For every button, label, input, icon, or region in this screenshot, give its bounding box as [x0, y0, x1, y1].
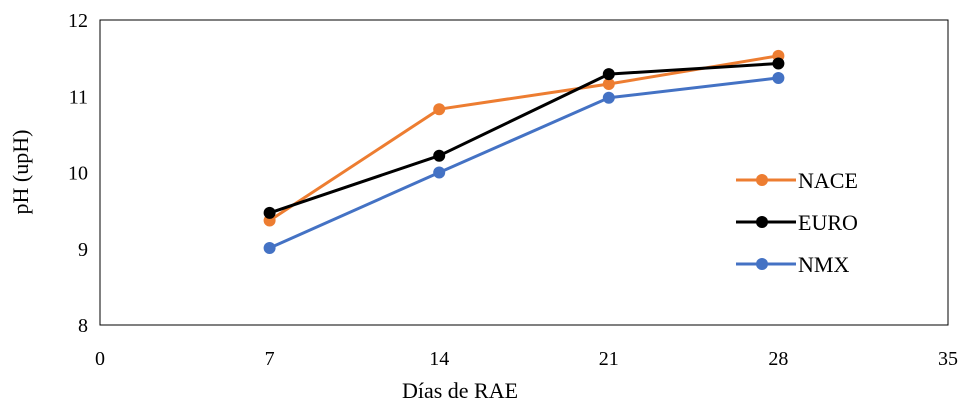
series-line-nmx — [268, 76, 779, 250]
series-line-euro — [269, 62, 779, 215]
legend-item-euro: EURO — [736, 210, 858, 235]
data-point-nace — [602, 78, 615, 91]
y-tick-label: 10 — [68, 163, 88, 185]
y-axis-ticks: 8 9 10 11 12 — [68, 10, 88, 337]
x-tick-label: 35 — [938, 348, 958, 370]
x-tick-label: 14 — [429, 348, 449, 370]
data-point-nace — [433, 103, 446, 116]
y-tick-label: 12 — [68, 10, 88, 32]
series-nace — [263, 49, 785, 227]
y-axis-title: pH (upH) — [8, 130, 33, 215]
data-point-nmx — [263, 241, 276, 254]
legend-swatch-marker — [756, 216, 768, 228]
plot-area-frame — [99, 19, 949, 326]
data-point-euro — [602, 68, 615, 81]
series-nmx — [263, 71, 785, 254]
data-point-nmx — [602, 91, 615, 104]
series-layer — [263, 49, 785, 254]
y-tick-label: 8 — [78, 315, 88, 337]
legend-item-nmx: NMX — [736, 252, 849, 277]
data-point-euro — [433, 149, 446, 162]
y-tick-label: 11 — [69, 86, 88, 108]
x-tick-label: 21 — [599, 348, 619, 370]
legend-label: NMX — [798, 252, 849, 277]
data-point-nmx — [772, 71, 785, 84]
x-axis-title: Días de RAE — [402, 378, 518, 403]
x-tick-label: 28 — [768, 348, 788, 370]
x-tick-label: 0 — [95, 348, 105, 370]
series-line-nace — [268, 54, 779, 222]
data-point-euro — [772, 57, 785, 70]
y-tick-label: 9 — [78, 239, 88, 261]
legend-label: EURO — [798, 210, 858, 235]
series-euro — [263, 57, 785, 219]
legend: NACE EURO NMX — [736, 168, 858, 277]
legend-label: NACE — [798, 168, 858, 193]
data-point-nmx — [433, 166, 446, 179]
legend-swatch-marker — [756, 174, 768, 186]
legend-item-nace: NACE — [736, 168, 858, 193]
data-point-euro — [263, 206, 276, 219]
x-tick-label: 7 — [265, 348, 275, 370]
legend-swatch-marker — [756, 258, 768, 270]
x-axis-ticks: 0 7 14 21 28 35 — [95, 348, 958, 370]
